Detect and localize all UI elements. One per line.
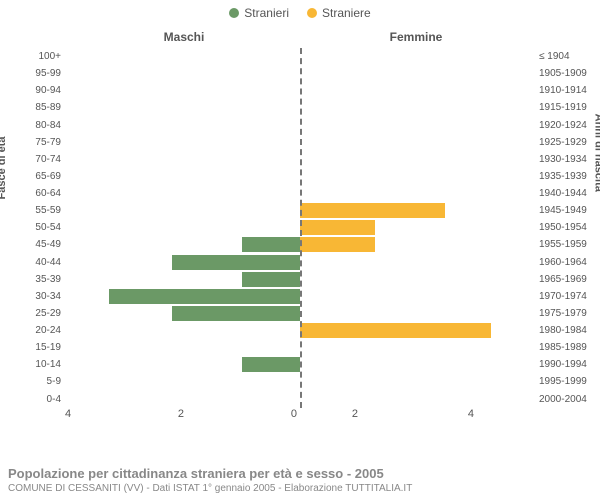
chart-title: Popolazione per cittadinanza straniera p… (8, 466, 592, 481)
birth-label: 1985-1989 (536, 339, 600, 356)
birth-label: 1990-1994 (536, 356, 600, 373)
age-label: 40-44 (0, 254, 64, 271)
age-label: 65-69 (0, 168, 64, 185)
footer: Popolazione per cittadinanza straniera p… (8, 466, 592, 494)
age-label: 0-4 (0, 391, 64, 408)
bar-female (300, 237, 375, 252)
bars-container (68, 48, 532, 408)
age-label: 100+ (0, 48, 64, 65)
legend-male: Stranieri (229, 6, 289, 20)
header-female: Femmine (300, 30, 532, 48)
female-swatch (307, 8, 317, 18)
age-label: 80-84 (0, 117, 64, 134)
header-male: Maschi (68, 30, 300, 48)
birth-label: 1965-1969 (536, 271, 600, 288)
birth-label: 1955-1959 (536, 236, 600, 253)
center-line (300, 48, 302, 408)
age-label: 35-39 (0, 271, 64, 288)
x-tick: 2 (352, 408, 358, 426)
age-label: 15-19 (0, 339, 64, 356)
age-label: 50-54 (0, 219, 64, 236)
birth-label: 1960-1964 (536, 254, 600, 271)
birth-label: 1915-1919 (536, 99, 600, 116)
x-tick: 4 (65, 408, 71, 426)
x-axis: 4 2 0 2 4 (68, 408, 532, 426)
birth-label: 1940-1944 (536, 185, 600, 202)
birth-label: 1980-1984 (536, 322, 600, 339)
age-label: 90-94 (0, 82, 64, 99)
age-label: 75-79 (0, 134, 64, 151)
bar-female (300, 220, 375, 235)
birth-label: 1975-1979 (536, 305, 600, 322)
legend: Stranieri Straniere (0, 0, 600, 20)
bar-female (300, 323, 491, 338)
birth-label: 1925-1929 (536, 134, 600, 151)
column-headers: Maschi Femmine (68, 30, 532, 48)
bar-male (242, 237, 300, 252)
birth-label: ≤ 1904 (536, 48, 600, 65)
chart-subtitle: COMUNE DI CESSANITI (VV) - Dati ISTAT 1°… (8, 483, 592, 494)
birth-label: 1935-1939 (536, 168, 600, 185)
birth-label: 1930-1934 (536, 151, 600, 168)
birth-label: 2000-2004 (536, 391, 600, 408)
age-label: 55-59 (0, 202, 64, 219)
age-label: 25-29 (0, 305, 64, 322)
age-label: 5-9 (0, 373, 64, 390)
age-label: 30-34 (0, 288, 64, 305)
birth-label: 1910-1914 (536, 82, 600, 99)
bar-male (242, 357, 300, 372)
legend-male-label: Stranieri (244, 6, 289, 20)
age-label: 85-89 (0, 99, 64, 116)
birth-label: 1995-1999 (536, 373, 600, 390)
x-tick: 2 (178, 408, 184, 426)
age-label: 95-99 (0, 65, 64, 82)
age-label: 10-14 (0, 356, 64, 373)
age-labels: 100+95-9990-9485-8980-8475-7970-7465-696… (0, 48, 64, 408)
legend-female-label: Straniere (322, 6, 371, 20)
legend-female: Straniere (307, 6, 371, 20)
bar-female (300, 203, 445, 218)
bar-male (172, 306, 300, 321)
birth-label: 1970-1974 (536, 288, 600, 305)
x-tick: 4 (468, 408, 474, 426)
birth-label: 1950-1954 (536, 219, 600, 236)
age-label: 70-74 (0, 151, 64, 168)
bar-male (172, 255, 300, 270)
age-label: 60-64 (0, 185, 64, 202)
male-swatch (229, 8, 239, 18)
birth-label: 1920-1924 (536, 117, 600, 134)
chart: Maschi Femmine 4 2 0 2 4 (68, 30, 532, 430)
birth-label: 1945-1949 (536, 202, 600, 219)
birth-labels: ≤ 19041905-19091910-19141915-19191920-19… (536, 48, 600, 408)
birth-label: 1905-1909 (536, 65, 600, 82)
age-label: 45-49 (0, 236, 64, 253)
bar-male (109, 289, 300, 304)
bar-male (242, 272, 300, 287)
age-label: 20-24 (0, 322, 64, 339)
x-tick: 0 (291, 408, 297, 426)
